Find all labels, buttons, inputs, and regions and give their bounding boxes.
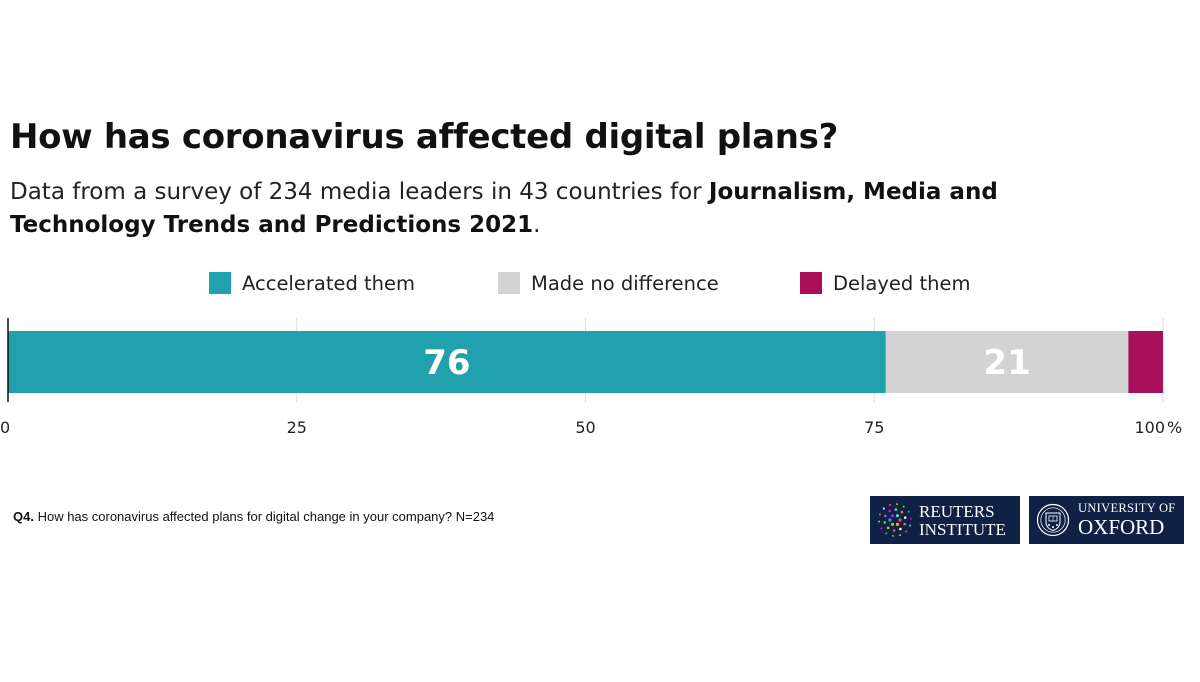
legend-label-accelerated: Accelerated them bbox=[242, 271, 416, 295]
oxford-wordmark: University of Oxford bbox=[1078, 502, 1176, 538]
oxford-line2: Oxford bbox=[1078, 514, 1165, 539]
bar-label-no-difference: 21 bbox=[983, 343, 1030, 383]
legend-item-accelerated: Accelerated them bbox=[209, 266, 415, 300]
chart-bar-labels: 76 21 bbox=[423, 343, 1031, 383]
oxford-crest-icon bbox=[1036, 503, 1070, 537]
legend-swatch-no-difference bbox=[498, 272, 520, 294]
tick-label-25: 25 bbox=[287, 418, 307, 437]
reuters-line1: Reuters bbox=[919, 501, 995, 521]
chart-subtitle: Data from a survey of 234 media leaders … bbox=[10, 176, 1010, 242]
tick-unit: % bbox=[1167, 418, 1182, 437]
reuters-wordmark: Reuters Institute bbox=[919, 503, 1006, 538]
oxford-line1: University of bbox=[1078, 501, 1176, 516]
legend-item-delayed: Delayed them bbox=[800, 266, 971, 300]
bar-label-accelerated: 76 bbox=[423, 343, 470, 383]
bar-segment-accelerated bbox=[8, 331, 886, 393]
legend-item-no-difference: Made no difference bbox=[498, 266, 719, 300]
bar-segment-delayed bbox=[1128, 331, 1163, 393]
legend-swatch-delayed bbox=[800, 272, 822, 294]
legend-label-delayed: Delayed them bbox=[833, 271, 971, 295]
footnote-label: Q4. bbox=[13, 509, 34, 524]
subtitle-lead: Data from a survey of 234 media leaders … bbox=[10, 179, 709, 205]
chart-bars bbox=[8, 331, 1163, 393]
subtitle-end: . bbox=[533, 212, 541, 238]
oxford-logo: University of Oxford bbox=[1029, 496, 1184, 544]
reuters-dots-icon bbox=[878, 503, 912, 537]
footnote: Q4. How has coronavirus affected plans f… bbox=[13, 509, 494, 524]
reuters-institute-logo: Reuters Institute bbox=[870, 496, 1020, 544]
tick-label-100: 100 bbox=[1134, 418, 1165, 437]
stacked-bar-chart: 76 21 0 25 50 75 100% bbox=[0, 318, 1182, 437]
legend-swatch-accelerated bbox=[209, 272, 231, 294]
reuters-line2: Institute bbox=[919, 519, 1006, 539]
legend-label-no-difference: Made no difference bbox=[531, 271, 719, 295]
chart-tick-labels: 0 25 50 75 100% bbox=[0, 418, 1182, 437]
tick-label-75: 75 bbox=[864, 418, 884, 437]
footnote-text: How has coronavirus affected plans for d… bbox=[33, 509, 495, 524]
subtitle-report-name: Journalism, Media and Technology Trends … bbox=[10, 179, 998, 238]
tick-label-0: 0 bbox=[0, 418, 10, 437]
chart-title: How has coronavirus affected digital pla… bbox=[10, 117, 839, 157]
chart-legend: Accelerated them Made no difference Dela… bbox=[0, 266, 1200, 300]
tick-label-50: 50 bbox=[575, 418, 595, 437]
bar-segment-no-difference bbox=[885, 331, 1129, 393]
